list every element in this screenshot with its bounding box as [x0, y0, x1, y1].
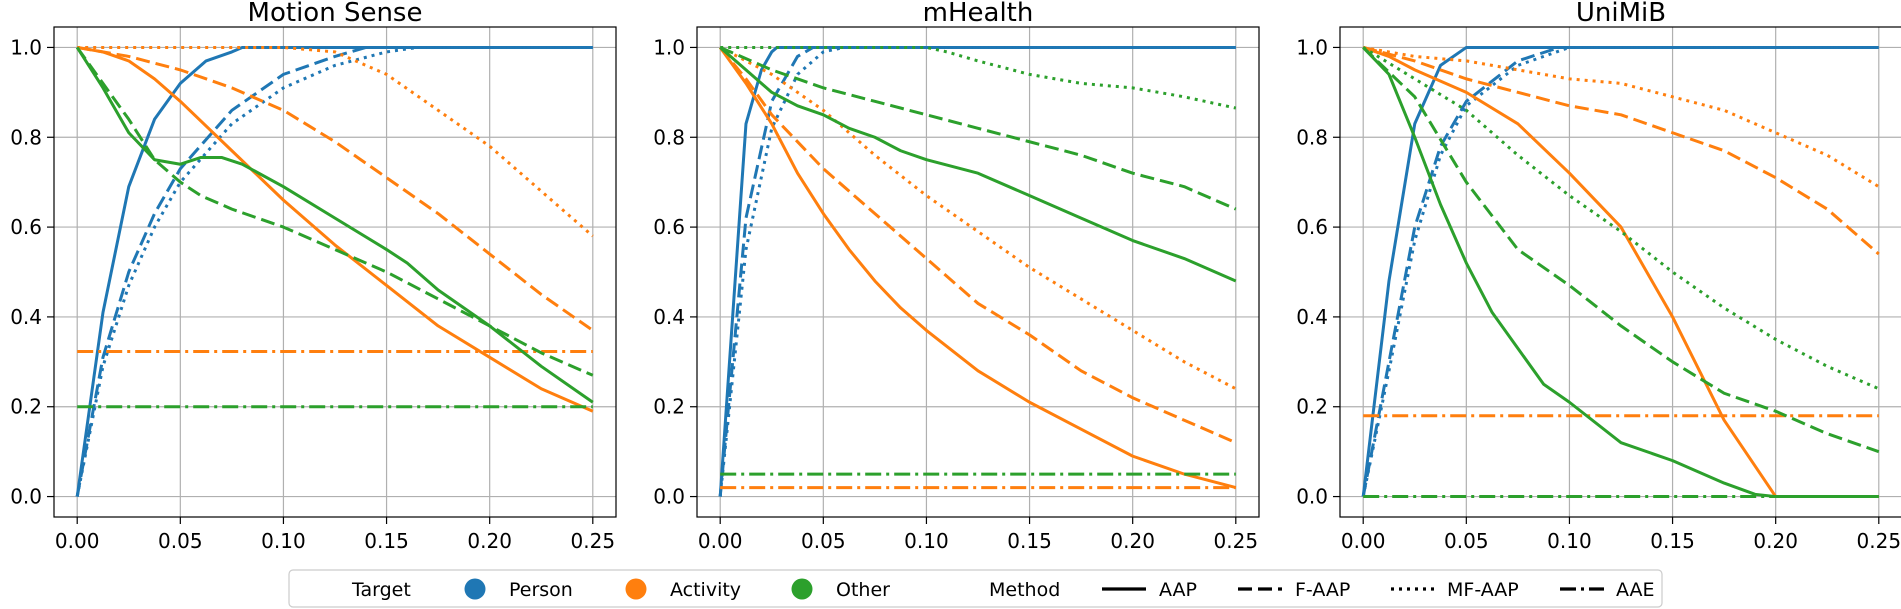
legend-label-other: Other — [836, 579, 890, 601]
chart-panel-2: 0.00 0.05 0.10 0.15 0.20 0.25 0.0 0.2 0.4 0.6 0.8 1… — [653, 0, 1260, 553]
y-tick-label: 0.0 — [653, 485, 685, 509]
legend-target-title: Target — [351, 579, 411, 601]
x-tick-label: 0.25 — [1214, 529, 1259, 553]
axes-frame — [696, 26, 1260, 518]
legend-label-aae: AAE — [1616, 579, 1655, 601]
x-tick-label: 0.20 — [1110, 529, 1155, 553]
series-line-activity-aap — [76, 45, 594, 413]
chart-panel-3: 0.00 0.05 0.10 0.15 0.20 0.25 0.0 0.2 0.4 0.6 0.8 1… — [1296, 0, 1901, 553]
y-tick-label: 0.2 — [653, 395, 685, 419]
y-tick-label: 0.2 — [1296, 395, 1328, 419]
chart-title: Motion Sense — [248, 0, 423, 28]
x-tick-label: 0.15 — [1007, 529, 1052, 553]
series-line-other-f-aap — [1362, 46, 1880, 454]
chart-title: UniMiB — [1576, 0, 1666, 28]
series-line-other-aap — [719, 46, 1237, 283]
y-tick-label: 0.8 — [10, 125, 42, 149]
x-tick-label: 0.10 — [1547, 529, 1592, 553]
y-tick-label: 0.8 — [1296, 125, 1328, 149]
y-tick-label: 0.2 — [10, 395, 42, 419]
series-line-activity-mf-aap — [77, 45, 594, 238]
series-line-person-f-aap — [75, 45, 593, 497]
x-tick-label: 0.20 — [467, 529, 512, 553]
x-tick-label: 0.25 — [1857, 529, 1901, 553]
x-tick-label: 0.05 — [801, 529, 846, 553]
y-tick-label: 0.6 — [10, 215, 42, 239]
chart-panel-1: 0.00 0.05 0.10 0.15 0.20 0.25 0.0 0.2 0.4 0.6 0.8 1… — [10, 0, 617, 553]
x-tick-label: 0.00 — [1341, 529, 1386, 553]
x-tick-label: 0.00 — [55, 529, 100, 553]
series-line-person-f-aap — [718, 45, 1236, 497]
x-tick-label: 0.10 — [904, 529, 949, 553]
y-tick-label: 1.0 — [1296, 35, 1328, 59]
x-tick-label: 0.00 — [698, 529, 743, 553]
series-line-person-f-aap — [1361, 45, 1879, 497]
series-line-person-aap — [1361, 45, 1879, 497]
x-tick-label: 0.15 — [1650, 529, 1695, 553]
series-line-other-f-aap — [719, 46, 1237, 211]
y-tick-label: 0.4 — [653, 305, 685, 329]
y-tick-label: 1.0 — [10, 35, 42, 59]
series-line-other-aap — [1362, 46, 1879, 499]
y-tick-label: 0.4 — [10, 305, 42, 329]
x-tick-label: 0.25 — [571, 529, 616, 553]
series-line-other-mf-aap — [720, 45, 1237, 110]
legend-method-title: Method — [989, 579, 1060, 601]
legend-label-aap: AAP — [1159, 579, 1197, 601]
y-tick-label: 0.0 — [10, 485, 42, 509]
legend-label-person: Person — [509, 579, 573, 601]
series-line-activity-aap — [1362, 46, 1879, 499]
series-line-other-mf-aap — [1362, 46, 1880, 391]
y-tick-label: 0.6 — [1296, 215, 1328, 239]
x-tick-label: 0.05 — [1444, 529, 1489, 553]
series-line-activity-f-aap — [76, 45, 594, 332]
y-tick-label: 1.0 — [653, 35, 685, 59]
series-line-activity-mf-aap — [1362, 45, 1880, 188]
y-tick-label: 0.0 — [1296, 485, 1328, 509]
series-line-person-aap — [718, 45, 1236, 497]
legend: Target Person Activity Other Method AAP F-AAP M… — [288, 569, 1663, 608]
series-line-activity-f-aap — [719, 46, 1237, 445]
y-tick-label: 0.8 — [653, 125, 685, 149]
series-line-person-mf-aap — [718, 45, 1236, 497]
x-tick-label: 0.05 — [158, 529, 203, 553]
legend-marker-person — [464, 578, 486, 600]
x-tick-label: 0.20 — [1753, 529, 1798, 553]
x-tick-label: 0.10 — [261, 529, 306, 553]
legend-marker-activity — [625, 578, 647, 600]
series-line-activity-mf-aap — [719, 46, 1237, 391]
series-line-activity-aap — [718, 46, 1237, 490]
series-line-other-f-aap — [75, 46, 594, 377]
legend-marker-other — [791, 578, 813, 600]
series-line-person-aap — [75, 45, 593, 497]
series-line-other-aap — [75, 46, 594, 404]
series-line-person-mf-aap — [1361, 45, 1879, 497]
y-tick-label: 0.4 — [1296, 305, 1328, 329]
series-line-person-mf-aap — [75, 45, 593, 497]
axes-frame — [1339, 26, 1901, 518]
chart-title: mHealth — [923, 0, 1034, 28]
y-tick-label: 0.6 — [653, 215, 685, 239]
legend-label-f-aap: F-AAP — [1295, 579, 1350, 601]
series-line-activity-f-aap — [1362, 45, 1880, 256]
x-tick-label: 0.15 — [364, 529, 409, 553]
legend-label-mf-aap: MF-AAP — [1447, 579, 1519, 601]
legend-label-activity: Activity — [670, 579, 741, 601]
axes-frame — [53, 26, 617, 518]
